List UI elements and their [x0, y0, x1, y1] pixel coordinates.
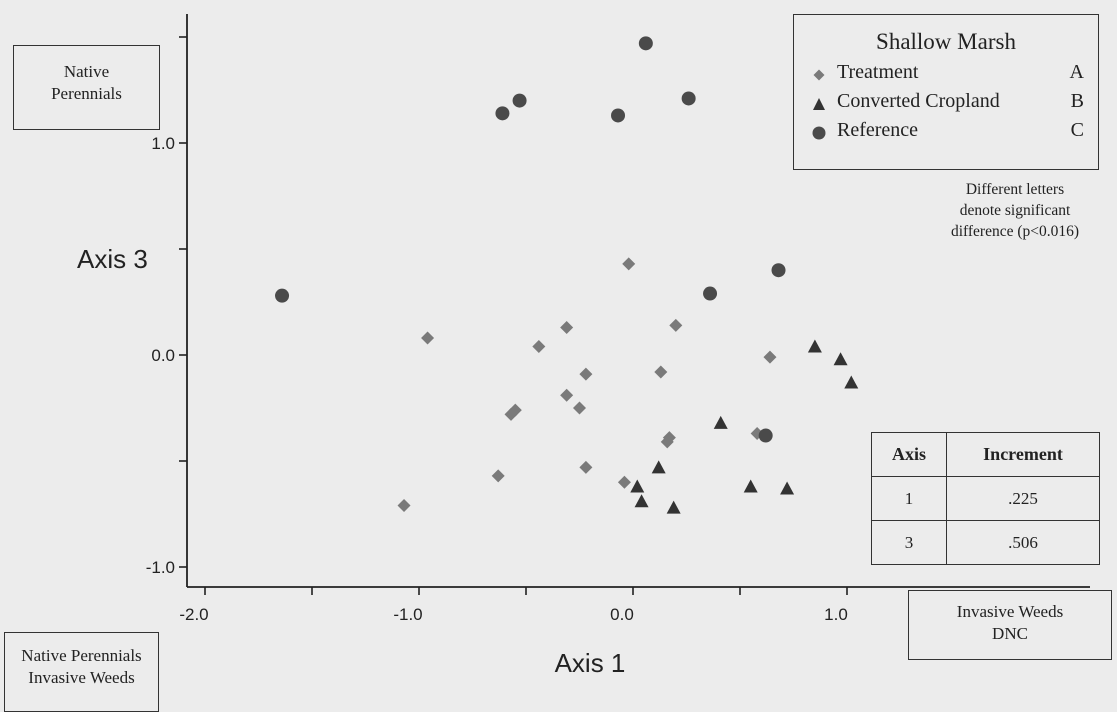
legend-label: Reference	[837, 119, 919, 141]
circle-icon	[812, 126, 826, 140]
note-line: difference (p<0.016)	[950, 223, 1080, 240]
legend-title: Shallow Marsh	[876, 29, 1016, 54]
data-point-converted-cropland	[666, 500, 681, 514]
data-point-reference	[611, 108, 626, 123]
data-point-treatment	[397, 499, 411, 513]
annotation-native-invasive: Native Perennials Invasive Weeds	[4, 632, 159, 712]
triangle-icon	[813, 98, 825, 110]
data-point-reference	[495, 106, 510, 121]
data-point-converted-cropland	[844, 375, 859, 389]
annotation-line: Invasive Weeds	[28, 668, 135, 687]
legend-letter: B	[1070, 90, 1084, 112]
legend-letter: C	[1070, 119, 1084, 141]
legend-label: Converted Cropland	[837, 90, 1000, 112]
legend: Shallow Marsh Treatment A Converted Crop…	[793, 14, 1099, 170]
data-point-reference	[681, 91, 696, 106]
significance-note: Different letters denote significant dif…	[925, 179, 1105, 242]
data-point-treatment	[579, 460, 593, 474]
data-point-reference	[771, 263, 786, 278]
diamond-icon	[813, 69, 825, 81]
increment-table: Axis Increment 1 .225 3 .506	[871, 432, 1100, 565]
data-point-converted-cropland	[713, 415, 728, 429]
table-row: 1 .225	[871, 476, 1100, 521]
data-point-converted-cropland	[807, 339, 822, 353]
data-point-reference	[275, 288, 290, 303]
annotation-line: Native	[63, 62, 110, 81]
data-point-reference	[703, 286, 718, 301]
data-point-treatment	[491, 469, 505, 483]
table-cell: 3	[871, 520, 947, 565]
x-tick-label: -1.0	[393, 605, 422, 624]
y-tick-label: -1.0	[146, 558, 175, 577]
y-tick-label: 0.0	[151, 346, 175, 365]
data-point-treatment	[504, 407, 518, 421]
data-point-treatment	[669, 318, 683, 332]
legend-entry-treatment: Treatment A	[812, 61, 1084, 87]
annotation-native-perennials: Native Perennials	[13, 45, 160, 130]
data-point-converted-cropland	[833, 352, 848, 366]
data-point-converted-cropland	[780, 481, 795, 495]
data-point-reference	[512, 93, 527, 108]
table-cell: .506	[946, 520, 1100, 565]
y-tick-label: 1.0	[151, 134, 175, 153]
annotation-line: Native Perennials	[21, 646, 142, 665]
x-tick-label: -2.0	[179, 605, 208, 624]
legend-label: Treatment	[837, 61, 919, 83]
annotation-invasive-dnc: Invasive Weeds DNC	[908, 590, 1112, 660]
data-point-treatment	[421, 331, 435, 345]
annotation-line: DNC	[992, 624, 1028, 643]
y-axis-title: Axis 3	[77, 244, 148, 274]
table-row: 3 .506	[871, 520, 1100, 565]
note-line: Different letters	[965, 181, 1065, 198]
data-point-treatment	[763, 350, 777, 364]
annotation-line: Perennials	[51, 84, 122, 103]
data-point-treatment	[579, 367, 593, 381]
data-point-reference	[638, 36, 653, 51]
data-point-reference	[758, 428, 773, 443]
data-point-converted-cropland	[630, 479, 645, 493]
data-point-treatment	[560, 320, 574, 334]
x-tick-label: 1.0	[824, 605, 848, 624]
data-point-converted-cropland	[743, 479, 758, 493]
note-line: denote significant	[959, 202, 1071, 219]
data-point-converted-cropland	[651, 460, 666, 474]
data-point-treatment	[617, 475, 631, 489]
table-header-row: Axis Increment	[871, 432, 1100, 477]
table-cell: 1	[871, 476, 947, 521]
x-axis-title: Axis 1	[555, 648, 626, 678]
table-header: Axis	[871, 432, 947, 477]
data-point-treatment	[654, 365, 668, 379]
legend-entry-reference: Reference C	[812, 119, 1084, 145]
legend-letter: A	[1069, 61, 1084, 83]
data-point-treatment	[532, 340, 546, 354]
table-header: Increment	[946, 432, 1100, 477]
legend-entry-converted-cropland: Converted Cropland B	[812, 90, 1084, 116]
data-point-converted-cropland	[634, 494, 649, 508]
x-tick-label: 0.0	[610, 605, 634, 624]
data-point-treatment	[560, 388, 574, 402]
annotation-line: Invasive Weeds	[956, 602, 1064, 621]
data-point-treatment	[622, 257, 636, 271]
data-point-treatment	[573, 401, 586, 415]
data-point-treatment	[660, 435, 674, 449]
table-cell: .225	[946, 476, 1100, 521]
